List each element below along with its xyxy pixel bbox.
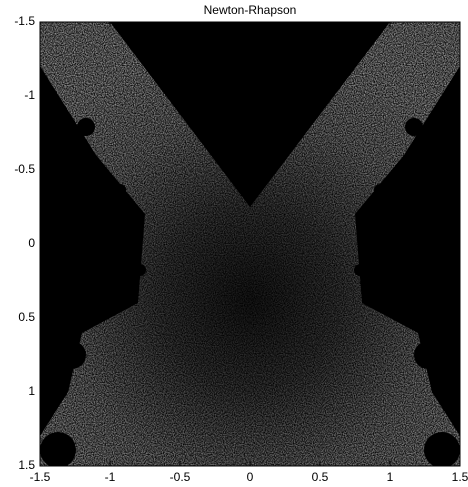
- x-tick-label: -1.5: [30, 470, 51, 484]
- blob: [414, 341, 442, 369]
- x-tick-label: -0.5: [170, 470, 191, 484]
- y-tick-label: 1: [28, 384, 35, 398]
- blob: [114, 184, 126, 196]
- chart-title: Newton-Rhapson: [204, 3, 297, 17]
- x-tick-label: 0: [247, 470, 254, 484]
- y-tick-label: 0: [28, 236, 35, 250]
- blob: [77, 118, 95, 136]
- x-tick-label: 0.5: [312, 470, 329, 484]
- convergence-region: [40, 22, 460, 466]
- y-tick-label: 1.5: [18, 458, 35, 472]
- y-tick-label: 0.5: [18, 310, 35, 324]
- blob: [424, 432, 460, 466]
- blob: [134, 264, 146, 276]
- x-tick-label: -1: [105, 470, 116, 484]
- fractal-image: [40, 22, 460, 466]
- blob: [40, 432, 76, 466]
- blob: [354, 264, 366, 276]
- blob: [405, 118, 423, 136]
- y-tick-label: -1.5: [14, 14, 35, 28]
- y-tick-label: -1: [24, 88, 35, 102]
- blob: [374, 184, 386, 196]
- x-tick-label: 1: [387, 470, 394, 484]
- blob: [58, 341, 86, 369]
- x-tick-label: 1.5: [452, 470, 468, 484]
- y-tick-label: -0.5: [14, 162, 35, 176]
- basin-blobs: [40, 118, 460, 466]
